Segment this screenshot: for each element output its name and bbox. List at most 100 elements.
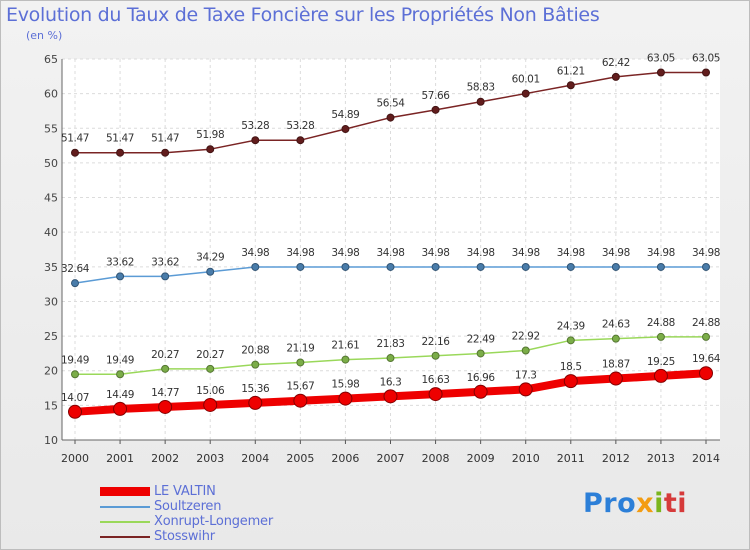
data-label: 53.28 [286, 120, 314, 132]
data-label: 34.98 [422, 247, 450, 259]
data-label: 34.98 [331, 247, 359, 259]
data-label: 24.88 [692, 317, 720, 329]
series-point [566, 336, 575, 345]
data-label: 22.16 [422, 336, 451, 348]
series-point [656, 332, 665, 341]
data-label: 19.49 [61, 354, 89, 366]
x-tick-label: 2005 [286, 452, 314, 465]
data-label: 19.25 [647, 356, 675, 368]
x-tick-label: 2014 [692, 452, 720, 465]
y-tick-label: 30 [44, 295, 58, 308]
y-tick-label: 35 [44, 261, 58, 274]
legend-swatch [100, 487, 150, 496]
data-label: 34.98 [692, 247, 720, 259]
series-point [113, 401, 128, 416]
data-label: 32.64 [61, 263, 90, 275]
series-point [251, 136, 260, 145]
x-tick-label: 2006 [331, 452, 359, 465]
series-point [158, 399, 173, 414]
series-point [161, 364, 170, 373]
data-label: 22.49 [467, 333, 495, 345]
y-axis-unit: (en %) [26, 29, 63, 42]
data-label: 60.01 [512, 74, 540, 86]
series-point [702, 332, 710, 341]
series-point [251, 360, 260, 369]
data-label: 54.89 [331, 109, 359, 121]
series-point [702, 262, 710, 271]
y-tick-label: 65 [44, 53, 58, 66]
series-point [71, 370, 79, 379]
x-tick-label: 2004 [241, 452, 269, 465]
data-label: 63.05 [647, 53, 675, 65]
legend-swatch [100, 520, 150, 523]
series-point [116, 272, 125, 281]
series-point [431, 262, 440, 271]
series-point [476, 349, 485, 358]
series-point [383, 389, 398, 404]
series-point [476, 97, 485, 106]
data-label: 34.98 [467, 247, 495, 259]
series-point [341, 125, 350, 134]
x-tick-label: 2000 [61, 452, 89, 465]
logo-part: Pro [583, 488, 637, 519]
series-point [161, 272, 170, 281]
series-point [296, 358, 305, 367]
x-tick-label: 2009 [467, 452, 495, 465]
x-tick-label: 2010 [512, 452, 540, 465]
logo-part: ti [663, 488, 688, 519]
data-label: 24.39 [557, 320, 585, 332]
y-tick-label: 15 [44, 399, 58, 412]
y-tick-label: 25 [44, 330, 58, 343]
data-label: 51.47 [106, 133, 134, 145]
data-label: 21.61 [331, 340, 359, 352]
series-point [68, 404, 82, 419]
data-label: 56.54 [376, 98, 405, 110]
y-tick-label: 45 [44, 192, 58, 205]
y-tick-label: 10 [44, 434, 58, 447]
series-point [611, 262, 620, 271]
y-tick-label: 60 [44, 88, 58, 101]
series-point [386, 113, 395, 122]
series-point [116, 148, 125, 157]
legend-label: Xonrupt-Longemer [154, 514, 273, 529]
data-label: 15.67 [286, 381, 314, 393]
data-label: 18.5 [560, 361, 582, 373]
series-point [341, 355, 350, 364]
series-point [608, 371, 623, 386]
series-point [296, 262, 305, 271]
data-label: 62.42 [602, 57, 630, 69]
data-label: 34.98 [602, 247, 630, 259]
data-label: 17.3 [515, 369, 537, 381]
data-label: 19.49 [106, 354, 134, 366]
data-label: 14.77 [151, 387, 179, 399]
series-point [161, 148, 170, 157]
data-label: 21.83 [376, 338, 404, 350]
legend-swatch [100, 505, 150, 508]
x-tick-label: 2001 [106, 452, 134, 465]
legend-item: LE VALTIN [100, 484, 273, 499]
legend: LE VALTIN Soultzeren Xonrupt-Longemer Stoss… [100, 484, 273, 544]
series-point [293, 393, 308, 408]
data-label: 20.88 [241, 345, 269, 357]
legend-label: Stosswihr [154, 529, 215, 544]
x-tick-label: 2003 [196, 452, 224, 465]
series-point [653, 368, 668, 383]
x-tick-label: 2011 [557, 452, 585, 465]
series-point [521, 346, 530, 355]
data-label: 34.98 [512, 247, 540, 259]
series-point [431, 105, 440, 114]
legend-item: Stosswihr [100, 529, 273, 544]
legend-label: Soultzeren [154, 499, 222, 514]
series-point [206, 267, 215, 276]
y-tick-label: 50 [44, 157, 58, 170]
series-point [341, 262, 350, 271]
data-label: 15.06 [196, 385, 225, 397]
data-label: 51.98 [196, 129, 224, 141]
data-label: 34.98 [286, 247, 314, 259]
data-label: 34.98 [376, 247, 404, 259]
y-tick-label: 20 [44, 365, 58, 378]
series-point [476, 262, 485, 271]
data-label: 34.98 [557, 247, 585, 259]
series-point [566, 262, 575, 271]
series-point [206, 364, 215, 373]
